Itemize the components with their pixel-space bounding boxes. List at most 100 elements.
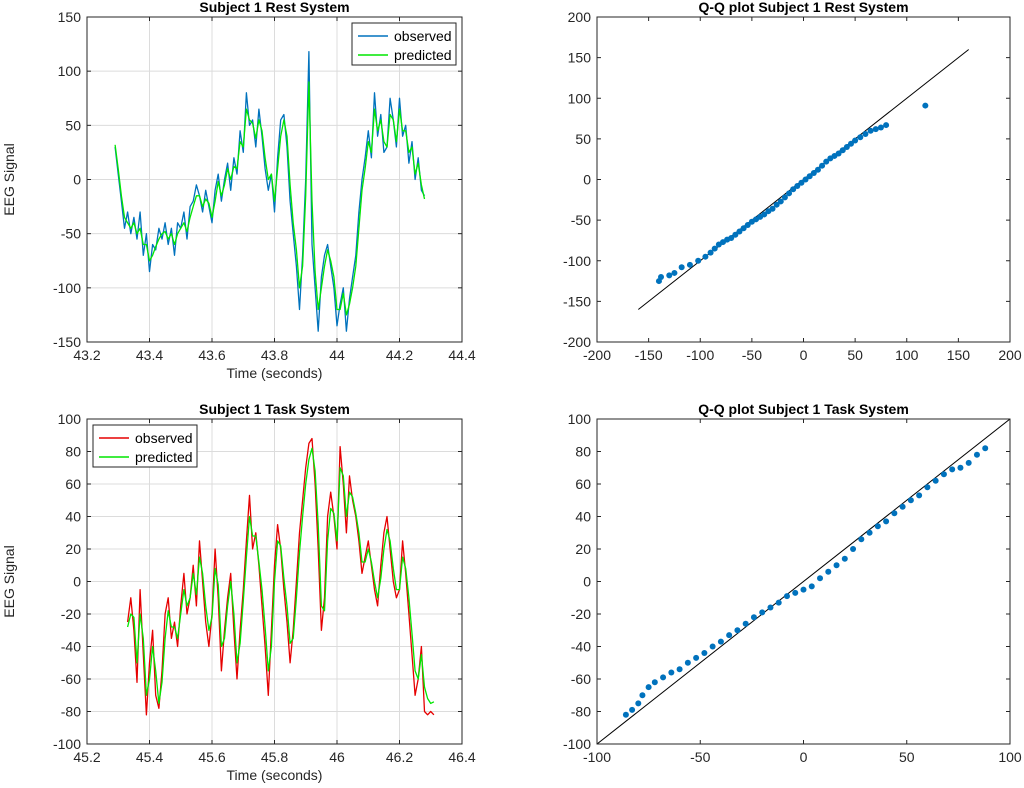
x-tick-label: 200 [998, 347, 1022, 363]
data-point [922, 102, 929, 109]
y-tick-label: -150 [53, 334, 81, 350]
x-tick-label: 46.2 [386, 749, 413, 765]
x-tick-label: -50 [690, 749, 710, 765]
data-point [639, 692, 646, 699]
y-tick-label: -100 [563, 736, 591, 752]
x-tick-label: 44.2 [386, 347, 413, 363]
data-point [775, 599, 782, 606]
y-tick-label: -80 [61, 704, 81, 720]
data-point [709, 643, 716, 650]
data-point [790, 186, 797, 193]
y-tick-label: 50 [65, 117, 81, 133]
data-point [767, 604, 774, 611]
chart-panel-1: 43.2 43.4 43.6 43.8 44 44.2 44.4 -150 -100 -50 0 50… [1, 0, 476, 381]
data-point [833, 562, 840, 569]
x-tick-label: 43.4 [136, 347, 163, 363]
x-tick-label: 45.2 [73, 749, 100, 765]
x-tick-label: 43.8 [261, 347, 288, 363]
series-line-predicted [126, 447, 435, 705]
data-point [841, 555, 848, 562]
data-point [736, 228, 743, 235]
data-point [684, 659, 691, 666]
y-tick-label: -100 [53, 736, 81, 752]
y-tick-label: -40 [571, 639, 591, 655]
chart-title: Q-Q plot Subject 1 Rest System [698, 0, 908, 15]
data-point [883, 518, 890, 525]
data-layer [597, 419, 1010, 744]
series-line-predicted [114, 81, 426, 316]
data-point [814, 166, 821, 173]
data-point [769, 205, 776, 212]
y-tick-label: -80 [571, 704, 591, 720]
x-tick-label: -150 [635, 347, 663, 363]
data-point [866, 529, 873, 536]
data-point [759, 609, 766, 616]
data-point [645, 684, 652, 691]
data-point [872, 126, 879, 133]
y-tick-label: -100 [563, 253, 591, 269]
legend: observed predicted [92, 424, 198, 468]
x-tick-label: 0 [800, 347, 808, 363]
chart-panel-4: -100 -50 0 50 100 -100 -80 -60 -40 -20 0 20 40 60 80 10… [563, 401, 1022, 765]
y-tick-label: 20 [575, 541, 591, 557]
data-point [651, 679, 658, 686]
x-tick-label: 44 [329, 347, 345, 363]
x-tick-label: 43.2 [73, 347, 100, 363]
data-point [693, 654, 700, 661]
y-tick-label: 40 [65, 509, 81, 525]
y-tick-label: 100 [568, 90, 592, 106]
chart-panel-2: -200 -150 -100 -50 0 50 100 150 200 -200 -150 -100 -… [563, 0, 1022, 363]
data-point [982, 445, 989, 452]
data-point [781, 194, 788, 201]
chart-title: Subject 1 Task System [199, 401, 350, 417]
y-axis-label: EEG Signal [1, 545, 17, 617]
data-point [800, 586, 807, 593]
data-point [825, 568, 832, 575]
legend-label-predicted: predicted [135, 449, 193, 465]
data-point [750, 614, 757, 621]
data-point [678, 264, 685, 271]
x-tick-label: 44.4 [448, 347, 475, 363]
data-point [957, 464, 964, 471]
legend-label-predicted: predicted [394, 47, 452, 63]
data-point [777, 198, 784, 205]
y-tick-label: 80 [65, 444, 81, 460]
data-point [660, 674, 667, 681]
data-point [792, 589, 799, 596]
data-point [728, 235, 735, 241]
y-tick-label: -200 [563, 334, 591, 350]
data-point [907, 497, 914, 504]
data-layer [114, 51, 426, 332]
x-axis-label: Time (seconds) [227, 365, 323, 381]
data-point [847, 140, 854, 147]
y-tick-label: -20 [571, 606, 591, 622]
data-point [786, 190, 793, 197]
data-point [635, 700, 642, 707]
data-point [810, 170, 817, 176]
y-tick-label: 20 [65, 541, 81, 557]
x-tick-label: -50 [742, 347, 762, 363]
data-point [940, 471, 947, 478]
data-point [773, 201, 780, 208]
data-point [862, 131, 869, 137]
data-point [857, 134, 864, 141]
data-point [666, 272, 673, 279]
data-point [734, 627, 741, 634]
data-point [899, 503, 906, 510]
data-point [742, 620, 749, 627]
data-point [843, 144, 850, 150]
y-tick-label: 200 [568, 9, 592, 25]
data-point [867, 127, 874, 134]
x-tick-label: 100 [895, 347, 919, 363]
data-layer [126, 437, 435, 716]
y-tick-label: 0 [73, 172, 81, 188]
data-point [883, 122, 890, 129]
x-tick-label: 45.6 [198, 749, 225, 765]
data-point [658, 274, 665, 280]
data-point [783, 593, 790, 600]
y-tick-label: -50 [571, 212, 591, 228]
y-axis-label: EEG Signal [1, 143, 17, 215]
x-tick-label: -200 [583, 347, 611, 363]
data-point [798, 179, 805, 186]
